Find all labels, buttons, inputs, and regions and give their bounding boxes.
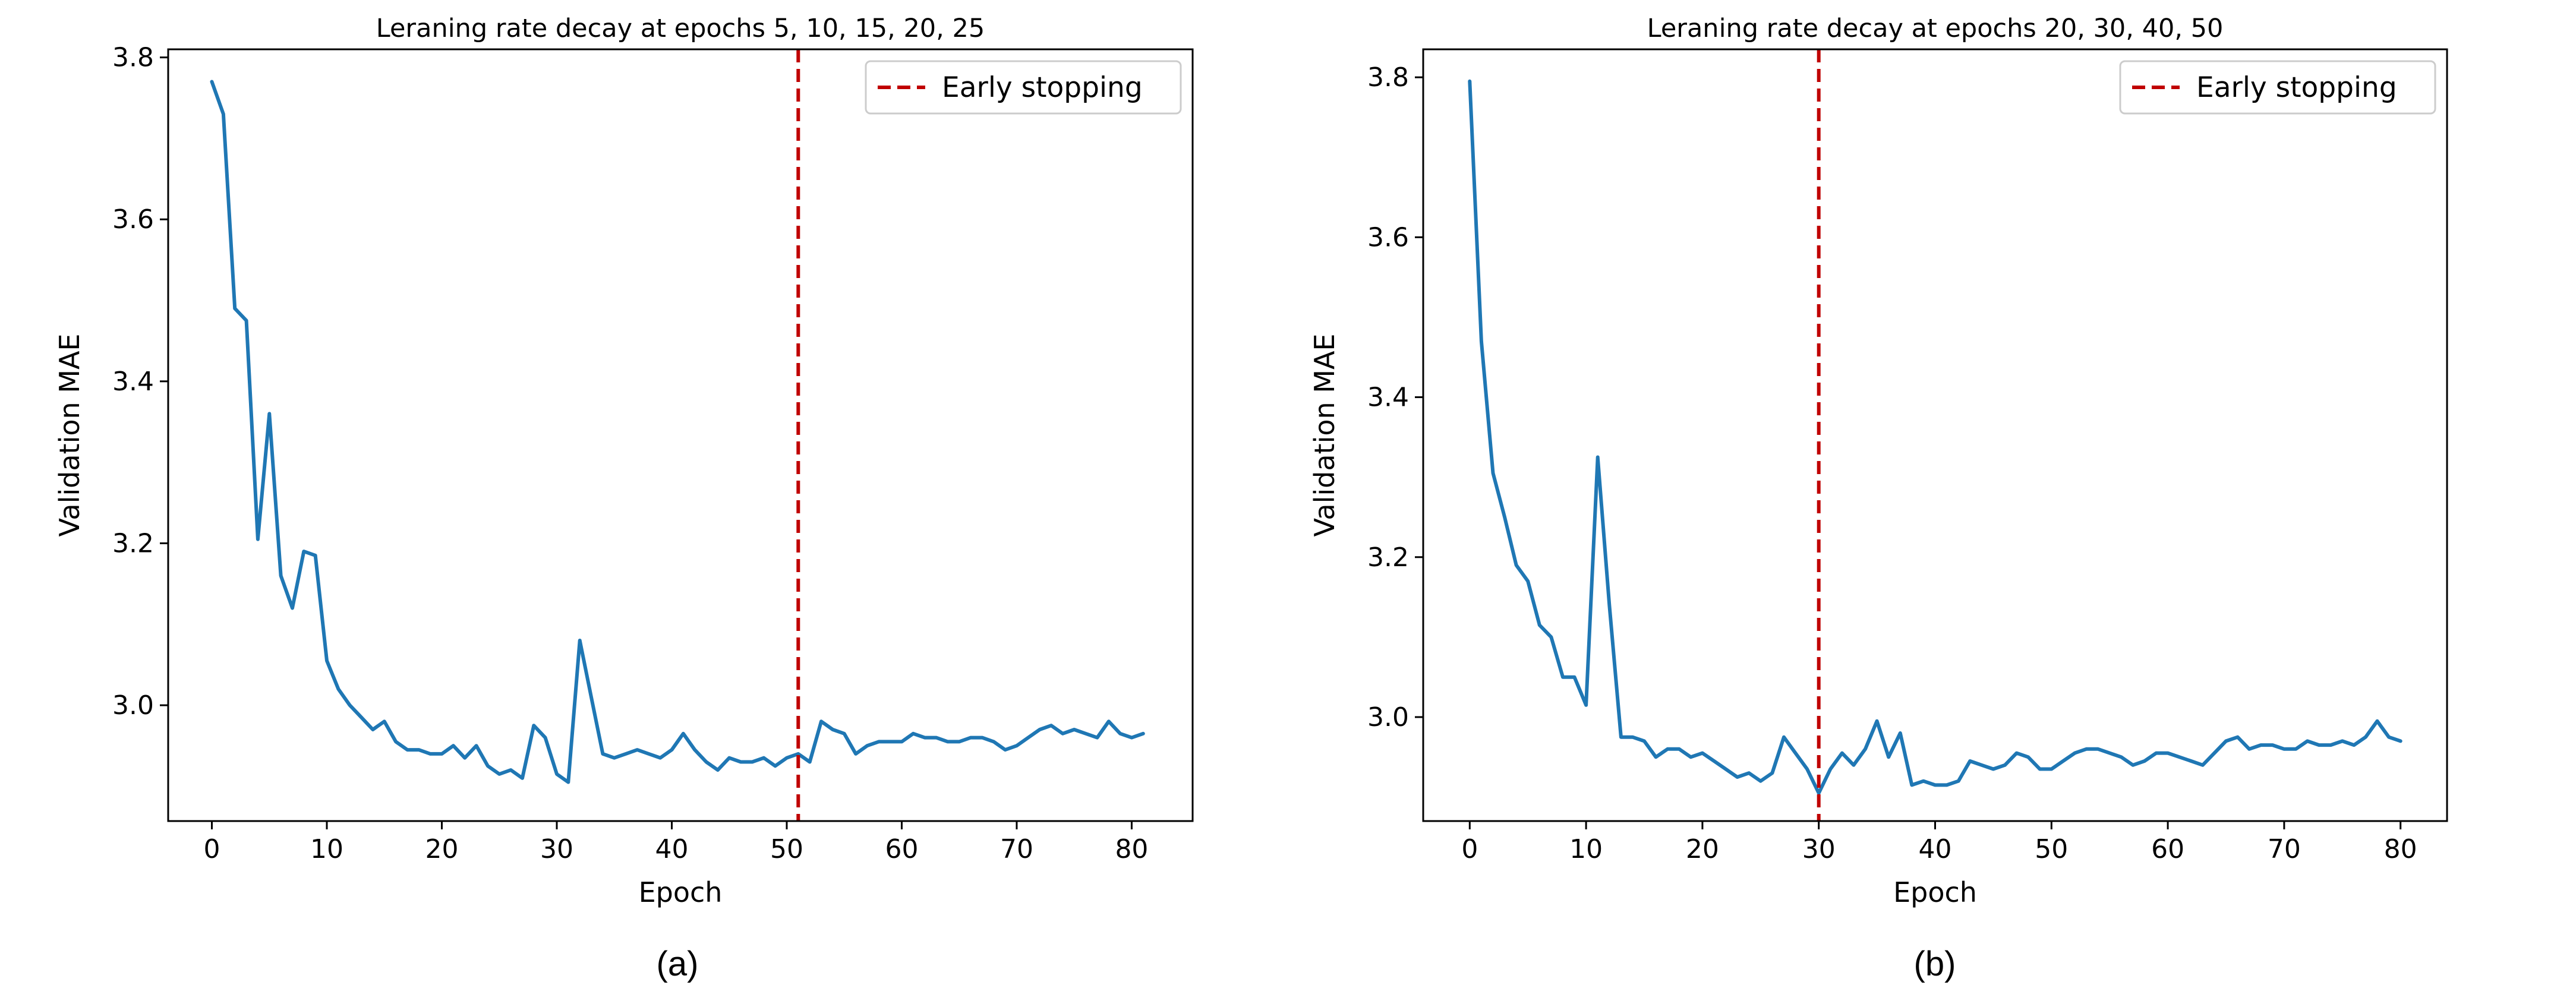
x-tick-label: 40 (655, 834, 688, 864)
y-tick-label: 3.4 (1367, 383, 1409, 413)
x-tick-label: 70 (2268, 834, 2301, 864)
validation-mae-line (210, 80, 1145, 784)
chart-title: Leraning rate decay at epochs 20, 30, 40… (1647, 14, 2224, 43)
x-tick-label: 60 (885, 834, 918, 864)
x-tick-label: 80 (2384, 834, 2417, 864)
legend-box (2119, 60, 2436, 115)
legend-entry: Early stopping (2196, 71, 2397, 104)
legend: Early stopping (2119, 60, 2436, 115)
y-tick-label: 3.2 (1367, 542, 1409, 573)
x-axis-label: Epoch (639, 876, 723, 908)
y-tick-label: 3.8 (112, 43, 154, 73)
plot-frame (167, 48, 1194, 822)
y-tick-label: 3.4 (112, 367, 154, 397)
x-axis-label: Epoch (1893, 876, 1977, 908)
x-tick-label: 80 (1115, 834, 1148, 864)
validation-mae-line (1468, 79, 2402, 795)
y-tick-label: 3.2 (112, 528, 154, 558)
x-tick-label: 0 (1461, 834, 1478, 864)
x-tick-label: 70 (1000, 834, 1033, 864)
y-tick-label: 3.0 (1367, 702, 1409, 733)
x-tick-label: 10 (310, 834, 343, 864)
x-tick-label: 10 (1569, 834, 1603, 864)
chart-title: Leraning rate decay at epochs 5, 10, 15,… (376, 14, 985, 43)
y-tick-label: 3.8 (1367, 62, 1409, 93)
x-tick-label: 40 (1919, 834, 1952, 864)
y-axis-label: Validation MAE (53, 334, 86, 537)
x-tick-label: 0 (204, 834, 220, 864)
x-tick-label: 50 (770, 834, 803, 864)
x-tick-label: 30 (1802, 834, 1836, 864)
panel-caption: (a) (657, 945, 699, 983)
x-tick-label: 20 (1686, 834, 1719, 864)
y-tick-label: 3.0 (112, 690, 154, 721)
y-axis-label: Validation MAE (1309, 334, 1341, 537)
chart-panel-a: Leraning rate decay at epochs 5, 10, 15,… (53, 14, 1194, 983)
y-tick-label: 3.6 (1367, 222, 1409, 252)
legend-box (865, 60, 1182, 115)
legend-entry: Early stopping (942, 71, 1143, 104)
x-tick-label: 30 (540, 834, 573, 864)
x-tick-label: 20 (425, 834, 459, 864)
panel-caption: (b) (1914, 945, 1956, 983)
x-tick-label: 50 (2035, 834, 2068, 864)
chart-panel-b: Leraning rate decay at epochs 20, 30, 40… (1309, 14, 2448, 983)
y-tick-label: 3.6 (112, 204, 154, 235)
x-tick-label: 60 (2151, 834, 2184, 864)
legend: Early stopping (865, 60, 1182, 115)
